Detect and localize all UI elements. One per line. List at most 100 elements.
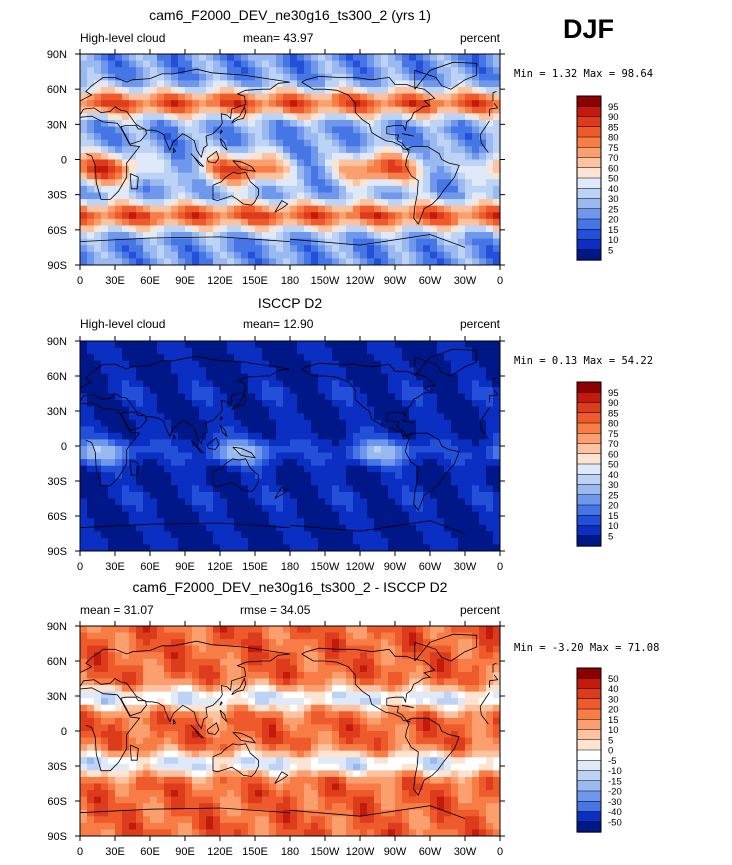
field-cell	[171, 465, 179, 473]
field-cell	[276, 373, 284, 381]
field-cell	[311, 152, 319, 161]
field-cell	[227, 698, 235, 706]
field-cell	[423, 232, 431, 240]
field-cell	[465, 400, 473, 408]
field-cell	[185, 485, 193, 493]
field-cell	[185, 446, 193, 454]
field-cell	[325, 432, 333, 441]
field-cell	[367, 419, 375, 427]
field-cell	[465, 419, 473, 427]
field-cell	[353, 704, 361, 712]
field-cell	[311, 711, 319, 719]
field-cell	[80, 225, 88, 233]
field-cell	[311, 685, 319, 693]
field-cell	[472, 146, 480, 154]
field-cell	[360, 258, 368, 265]
field-cell	[150, 665, 158, 673]
field-cell	[381, 73, 389, 81]
field-cell	[178, 100, 186, 108]
field-cell	[108, 218, 116, 227]
field-cell	[339, 133, 347, 141]
field-cell	[465, 152, 473, 161]
field-cell	[150, 258, 158, 265]
field-cell	[94, 172, 102, 180]
field-cell	[143, 626, 151, 634]
field-cell	[80, 465, 88, 473]
field-cell	[374, 711, 382, 719]
field-cell	[367, 347, 375, 355]
field-cell	[374, 452, 382, 460]
field-cell	[143, 419, 151, 427]
field-cell	[381, 60, 389, 68]
field-cell	[283, 179, 291, 187]
field-cell	[304, 152, 312, 161]
field-cell	[290, 139, 298, 147]
field-cell	[94, 485, 102, 493]
field-cell	[416, 478, 424, 486]
field-cell	[388, 347, 396, 355]
field-cell	[311, 406, 319, 414]
field-cell	[346, 238, 354, 246]
field-cell	[122, 245, 130, 253]
field-cell	[339, 704, 347, 712]
field-cell	[493, 360, 500, 368]
field-cell	[374, 478, 382, 486]
field-cell	[472, 446, 480, 454]
field-cell	[297, 205, 305, 213]
field-cell	[311, 172, 319, 180]
field-cell	[311, 491, 319, 500]
field-cell	[220, 491, 228, 500]
field-cell	[80, 86, 88, 95]
field-cell	[374, 639, 382, 647]
field-cell	[423, 426, 431, 434]
field-cell	[486, 251, 494, 259]
field-cell	[150, 626, 158, 634]
colorbar-swatch	[576, 177, 602, 189]
field-cell	[325, 439, 333, 447]
field-cell	[486, 367, 494, 375]
field-cell	[409, 393, 417, 401]
field-cell	[332, 60, 340, 68]
field-cell	[206, 360, 214, 368]
field-cell	[374, 498, 382, 506]
field-cell	[276, 166, 284, 174]
field-cell	[227, 152, 235, 161]
field-cell	[101, 544, 109, 551]
field-cell	[115, 126, 123, 134]
field-cell	[220, 704, 228, 712]
field-cell	[437, 386, 445, 395]
field-cell	[486, 406, 494, 414]
field-cell	[276, 152, 284, 161]
field-cell	[388, 678, 396, 686]
field-cell	[325, 400, 333, 408]
field-cell	[493, 452, 500, 460]
panel-right-label: percent	[460, 31, 501, 45]
field-cell	[185, 139, 193, 147]
field-cell	[367, 704, 375, 712]
field-cell	[276, 218, 284, 227]
field-cell	[472, 524, 480, 532]
field-cell	[486, 426, 494, 434]
field-cell	[304, 452, 312, 460]
field-cell	[213, 393, 221, 401]
field-cell	[423, 172, 431, 180]
field-cell	[178, 537, 186, 546]
field-cell	[276, 199, 284, 207]
field-cell	[220, 139, 228, 147]
field-cell	[339, 459, 347, 467]
field-cell	[367, 159, 375, 167]
field-cell	[87, 172, 95, 180]
field-cell	[241, 179, 249, 187]
x-tick-label: 90E	[175, 275, 195, 287]
field-cell	[108, 354, 116, 362]
field-cell	[465, 645, 473, 653]
field-cell	[178, 419, 186, 427]
field-cell	[241, 419, 249, 427]
field-cell	[220, 685, 228, 693]
field-cell	[262, 626, 270, 634]
field-cell	[150, 459, 158, 467]
field-cell	[430, 251, 438, 259]
field-cell	[346, 258, 354, 265]
field-cell	[444, 498, 452, 506]
field-cell	[430, 185, 438, 194]
